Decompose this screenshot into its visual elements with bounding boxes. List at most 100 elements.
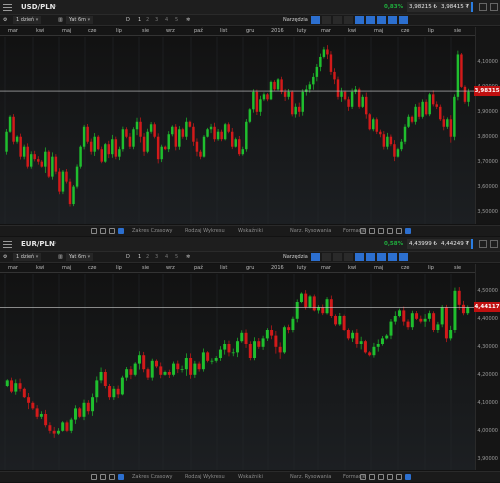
screenshot-icon[interactable] [118, 474, 124, 480]
buy-price-button[interactable]: 4,44249 ₮ [439, 239, 473, 249]
interval-select[interactable]: Yat 6m [66, 16, 94, 24]
gear-icon[interactable]: ✲ [186, 17, 191, 23]
tool-crosshair-icon[interactable] [311, 253, 320, 261]
symbol-label[interactable]: EUR/PLN [21, 240, 55, 248]
tool-fib-icon[interactable] [344, 16, 353, 24]
fit-icon[interactable] [396, 474, 402, 480]
tool-arrow-icon[interactable] [399, 253, 408, 261]
tool-trend-icon[interactable] [355, 16, 364, 24]
restore-icon[interactable] [490, 3, 498, 11]
pan-left-icon[interactable] [378, 228, 384, 234]
sell-price-button[interactable]: 4,43999 ₺ [407, 239, 441, 249]
period-select[interactable]: 1 dzień [13, 253, 42, 261]
layout-5-button[interactable]: 5 [175, 17, 179, 23]
sell-suffix: ₺ [433, 241, 438, 247]
bottom-tab[interactable]: Zakres Czasowy [132, 228, 173, 234]
maximize-icon[interactable] [479, 240, 487, 248]
menu-icon[interactable] [3, 241, 12, 248]
price-tick-label: 3,60000 [477, 183, 498, 190]
candle-up [61, 169, 65, 195]
layout-4-button[interactable]: 4 [165, 254, 169, 260]
chart-type-icon[interactable]: ▥ [58, 254, 63, 260]
layout-3-button[interactable]: 3 [155, 17, 159, 23]
tool-text-icon[interactable] [333, 16, 342, 24]
one-button[interactable]: 1 [138, 17, 142, 23]
settings-icon[interactable]: ⚙ [3, 254, 8, 260]
tool-trend-icon[interactable] [355, 253, 364, 261]
candle-up [350, 88, 354, 109]
candle-down [248, 341, 252, 361]
clear-icon[interactable] [100, 474, 106, 480]
tool-channel-icon[interactable] [366, 253, 375, 261]
pan-right-icon[interactable] [387, 474, 393, 480]
tool-ellipse-icon[interactable] [388, 16, 397, 24]
fit-icon[interactable] [396, 228, 402, 234]
layout-4-button[interactable]: 4 [165, 17, 169, 23]
period-select[interactable]: 1 dzień [13, 16, 42, 24]
settings-icon[interactable]: ⚙ [3, 17, 8, 23]
buy-price-button[interactable]: 3,98415 ₮ [439, 2, 473, 12]
bottom-tab[interactable]: Zakres Czasowy [132, 474, 173, 480]
candle-down [192, 123, 195, 146]
price-chart[interactable] [0, 274, 475, 470]
tool-rect-icon[interactable] [377, 253, 386, 261]
restore-icon[interactable] [490, 240, 498, 248]
menu-icon[interactable] [3, 4, 12, 11]
sell-price-button[interactable]: 3,98215 ₺ [407, 2, 441, 12]
candle-down [419, 315, 423, 324]
bottom-tab[interactable]: Formacje [343, 474, 366, 480]
symbol-label[interactable]: USD/PLN [21, 3, 56, 11]
chart-type-icon[interactable]: ▥ [58, 17, 63, 23]
pencil-icon[interactable] [109, 474, 115, 480]
gear-icon[interactable]: ✲ [186, 254, 191, 260]
search-icon[interactable]: ⌕ [53, 2, 57, 10]
layout-2-button[interactable]: 2 [146, 17, 150, 23]
bottom-tab[interactable]: Rodzaj Wykresu [185, 228, 225, 234]
tool-channel-icon[interactable] [366, 16, 375, 24]
candle-mode-button[interactable]: D [126, 17, 130, 23]
tool-crosshair-icon[interactable] [311, 16, 320, 24]
undo-icon[interactable] [91, 228, 97, 234]
price-chart[interactable] [0, 37, 475, 224]
tools-label[interactable]: Narzędzia [283, 254, 308, 260]
candle-up [372, 117, 375, 132]
candle-mode-button[interactable]: D [126, 254, 130, 260]
layout-3-button[interactable]: 3 [155, 254, 159, 260]
tool-fib-icon[interactable] [344, 253, 353, 261]
tool-pencil-icon[interactable] [322, 253, 331, 261]
tool-arrow-icon[interactable] [399, 16, 408, 24]
interval-select[interactable]: Yat 6m [66, 253, 94, 261]
full-icon[interactable] [405, 228, 411, 234]
full-icon[interactable] [405, 474, 411, 480]
layout-2-button[interactable]: 2 [146, 254, 150, 260]
zoom-out-icon[interactable] [369, 228, 375, 234]
pan-right-icon[interactable] [387, 228, 393, 234]
tool-ellipse-icon[interactable] [388, 253, 397, 261]
one-button[interactable]: 1 [138, 254, 142, 260]
screenshot-icon[interactable] [118, 228, 124, 234]
candle-down [244, 329, 248, 348]
tools-label[interactable]: Narzędzia [283, 17, 308, 23]
zoom-in-icon[interactable] [360, 474, 366, 480]
bottom-tab[interactable]: Narz. Rysowania [290, 228, 332, 234]
bottom-tab[interactable]: Wskaźniki [238, 474, 263, 480]
zoom-in-icon[interactable] [360, 228, 366, 234]
bottom-tab[interactable]: Narz. Rysowania [290, 474, 332, 480]
month-label: kwi [36, 28, 45, 34]
clear-icon[interactable] [100, 228, 106, 234]
pan-left-icon[interactable] [378, 474, 384, 480]
pencil-icon[interactable] [109, 228, 115, 234]
maximize-icon[interactable] [479, 3, 487, 11]
tool-text-icon[interactable] [333, 253, 342, 261]
undo-icon[interactable] [91, 474, 97, 480]
layout-5-button[interactable]: 5 [175, 254, 179, 260]
tool-pencil-icon[interactable] [322, 16, 331, 24]
candle-up [184, 353, 188, 376]
bottom-tab[interactable]: Wskaźniki [238, 228, 263, 234]
candle-up [295, 299, 299, 323]
tool-rect-icon[interactable] [377, 16, 386, 24]
bottom-tab[interactable]: Rodzaj Wykresu [185, 474, 225, 480]
bottom-tab[interactable]: Formacje [343, 228, 366, 234]
zoom-out-icon[interactable] [369, 474, 375, 480]
search-icon[interactable]: ⌕ [53, 239, 57, 247]
